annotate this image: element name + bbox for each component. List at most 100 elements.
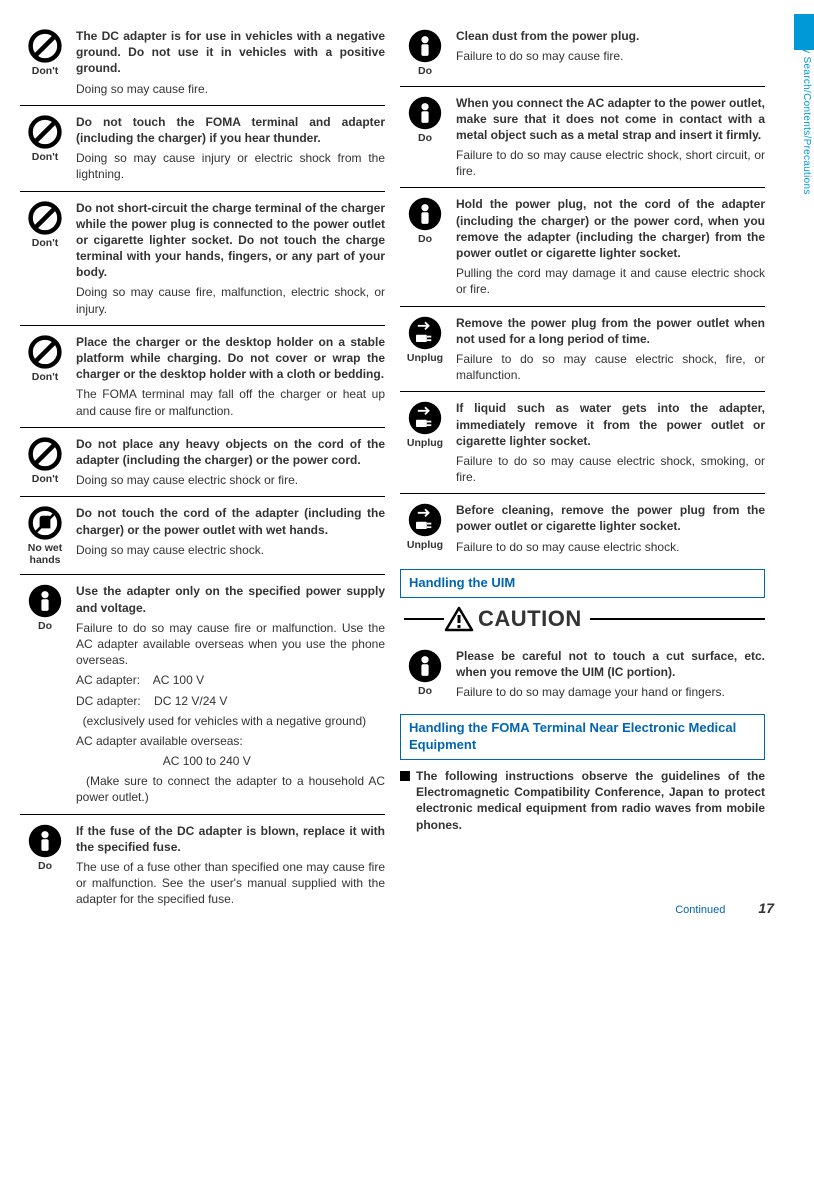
- icon-label: Unplug: [400, 540, 450, 552]
- item-line: AC adapter: AC 100 V: [76, 672, 385, 688]
- item-text: Use the adapter only on the specified po…: [70, 583, 385, 805]
- item-desc: Failure to do so may cause fire.: [456, 48, 765, 64]
- precaution-item: Do Please be careful not to touch a cut s…: [400, 640, 765, 709]
- item-desc: Failure to do so may cause electric shoc…: [456, 351, 765, 383]
- unplug-icon: Unplug: [400, 502, 450, 555]
- item-text: Clean dust from the power plug. Failure t…: [450, 28, 765, 78]
- item-bold: Do not place any heavy objects on the co…: [76, 436, 385, 468]
- section-heading-uim: Handling the UIM: [400, 569, 765, 598]
- side-tab-text: Easy Search/Contents/Precautions: [801, 30, 812, 195]
- item-bold: Do not touch the FOMA terminal and adapt…: [76, 114, 385, 146]
- item-desc: Failure to do so may cause fire or malfu…: [76, 620, 385, 669]
- do-icon: Do: [400, 28, 450, 78]
- item-bold: If the fuse of the DC adapter is blown, …: [76, 823, 385, 855]
- page: Easy Search/Contents/Precautions Don't Th…: [0, 0, 814, 926]
- item-desc: The use of a fuse other than specified o…: [76, 859, 385, 908]
- caution-bar: CAUTION: [400, 606, 765, 632]
- dont-icon: Don't: [20, 436, 70, 489]
- icon-label: Do: [400, 686, 450, 698]
- item-text: Before cleaning, remove the power plug f…: [450, 502, 765, 555]
- item-desc: Failure to do so may cause electric shoc…: [456, 453, 765, 485]
- item-text: Do not place any heavy objects on the co…: [70, 436, 385, 489]
- item-bold: Do not short-circuit the charge terminal…: [76, 200, 385, 281]
- icon-label: Do: [400, 133, 450, 145]
- icon-label: Don't: [20, 474, 70, 486]
- icon-label: Unplug: [400, 353, 450, 365]
- icon-label: Do: [20, 621, 70, 633]
- icon-label: Don't: [20, 66, 70, 78]
- precaution-item: Do Use the adapter only on the specified …: [20, 575, 385, 814]
- item-text: Remove the power plug from the power out…: [450, 315, 765, 384]
- continued-label: Continued: [675, 904, 725, 916]
- item-text: Place the charger or the desktop holder …: [70, 334, 385, 419]
- icon-label: Unplug: [400, 438, 450, 450]
- item-desc: Failure to do so may damage your hand or…: [456, 684, 765, 700]
- item-bold: Use the adapter only on the specified po…: [76, 583, 385, 615]
- do-icon: Do: [400, 648, 450, 701]
- precaution-item: Unplug Before cleaning, remove the power …: [400, 494, 765, 563]
- do-icon: Do: [20, 583, 70, 805]
- item-text: Do not touch the FOMA terminal and adapt…: [70, 114, 385, 183]
- item-bold: Place the charger or the desktop holder …: [76, 334, 385, 383]
- page-number: 17: [758, 900, 774, 916]
- item-line: (exclusively used for vehicles with a ne…: [76, 713, 385, 729]
- dont-icon: Don't: [20, 334, 70, 419]
- bullet-square-icon: [400, 771, 410, 781]
- dont-icon: Don't: [20, 114, 70, 183]
- icon-label: Don't: [20, 152, 70, 164]
- item-text: Please be careful not to touch a cut sur…: [450, 648, 765, 701]
- precaution-item: No wet hands Do not touch the cord of the…: [20, 497, 385, 575]
- item-bold: When you connect the AC adapter to the p…: [456, 95, 765, 144]
- unplug-icon: Unplug: [400, 400, 450, 485]
- item-text: When you connect the AC adapter to the p…: [450, 95, 765, 180]
- item-bold: Before cleaning, remove the power plug f…: [456, 502, 765, 534]
- item-bold: Do not touch the cord of the adapter (in…: [76, 505, 385, 537]
- item-line: AC adapter available overseas:: [76, 733, 385, 749]
- precaution-item: Don't Place the charger or the desktop ho…: [20, 326, 385, 428]
- item-desc: Doing so may cause electric shock.: [76, 542, 385, 558]
- item-bold: Hold the power plug, not the cord of the…: [456, 196, 765, 261]
- unplug-icon: Unplug: [400, 315, 450, 384]
- item-desc: Pulling the cord may damage it and cause…: [456, 265, 765, 297]
- item-text: Do not short-circuit the charge terminal…: [70, 200, 385, 317]
- item-bold: Clean dust from the power plug.: [456, 28, 765, 44]
- precaution-item: Do When you connect the AC adapter to the…: [400, 87, 765, 189]
- icon-label: Do: [400, 66, 450, 78]
- column-right: Do Clean dust from the power plug. Failure…: [400, 20, 765, 916]
- precaution-item: Do If the fuse of the DC adapter is blown…: [20, 815, 385, 916]
- item-text: If liquid such as water gets into the ad…: [450, 400, 765, 485]
- item-line: DC adapter: DC 12 V/24 V: [76, 693, 385, 709]
- caution-triangle-icon: [444, 606, 474, 632]
- page-footer: Continued 17: [675, 900, 774, 916]
- column-left: Don't The DC adapter is for use in vehicl…: [20, 20, 385, 916]
- section-heading-medical: Handling the FOMA Terminal Near Electron…: [400, 714, 765, 760]
- icon-label: Don't: [20, 372, 70, 384]
- precaution-item: Do Clean dust from the power plug. Failure…: [400, 20, 765, 87]
- item-desc: Failure to do so may cause electric shoc…: [456, 147, 765, 179]
- item-line: AC 100 to 240 V: [76, 753, 385, 769]
- precaution-item: Don't Do not touch the FOMA terminal and …: [20, 106, 385, 192]
- item-text: If the fuse of the DC adapter is blown, …: [70, 823, 385, 908]
- item-text: The DC adapter is for use in vehicles wi…: [70, 28, 385, 97]
- icon-label: No wet hands: [20, 543, 70, 566]
- icon-label: Do: [20, 861, 70, 873]
- icon-label: Do: [400, 234, 450, 246]
- item-bold: Remove the power plug from the power out…: [456, 315, 765, 347]
- do-icon: Do: [400, 95, 450, 180]
- precaution-item: Don't The DC adapter is for use in vehicl…: [20, 20, 385, 106]
- item-text: Hold the power plug, not the cord of the…: [450, 196, 765, 297]
- item-bold: Please be careful not to touch a cut sur…: [456, 648, 765, 680]
- dont-icon: Don't: [20, 200, 70, 317]
- item-desc: Doing so may cause fire.: [76, 81, 385, 97]
- nowet-icon: No wet hands: [20, 505, 70, 566]
- item-bold: The DC adapter is for use in vehicles wi…: [76, 28, 385, 77]
- precaution-item: Unplug Remove the power plug from the pow…: [400, 307, 765, 393]
- item-text: Do not touch the cord of the adapter (in…: [70, 505, 385, 566]
- item-desc: The FOMA terminal may fall off the charg…: [76, 386, 385, 418]
- item-bold: If liquid such as water gets into the ad…: [456, 400, 765, 449]
- item-desc: Failure to do so may cause electric shoc…: [456, 539, 765, 555]
- precaution-item: Don't Do not place any heavy objects on t…: [20, 428, 385, 498]
- medical-note: The following instructions observe the g…: [400, 768, 765, 833]
- item-line: (Make sure to connect the adapter to a h…: [76, 773, 385, 805]
- dont-icon: Don't: [20, 28, 70, 97]
